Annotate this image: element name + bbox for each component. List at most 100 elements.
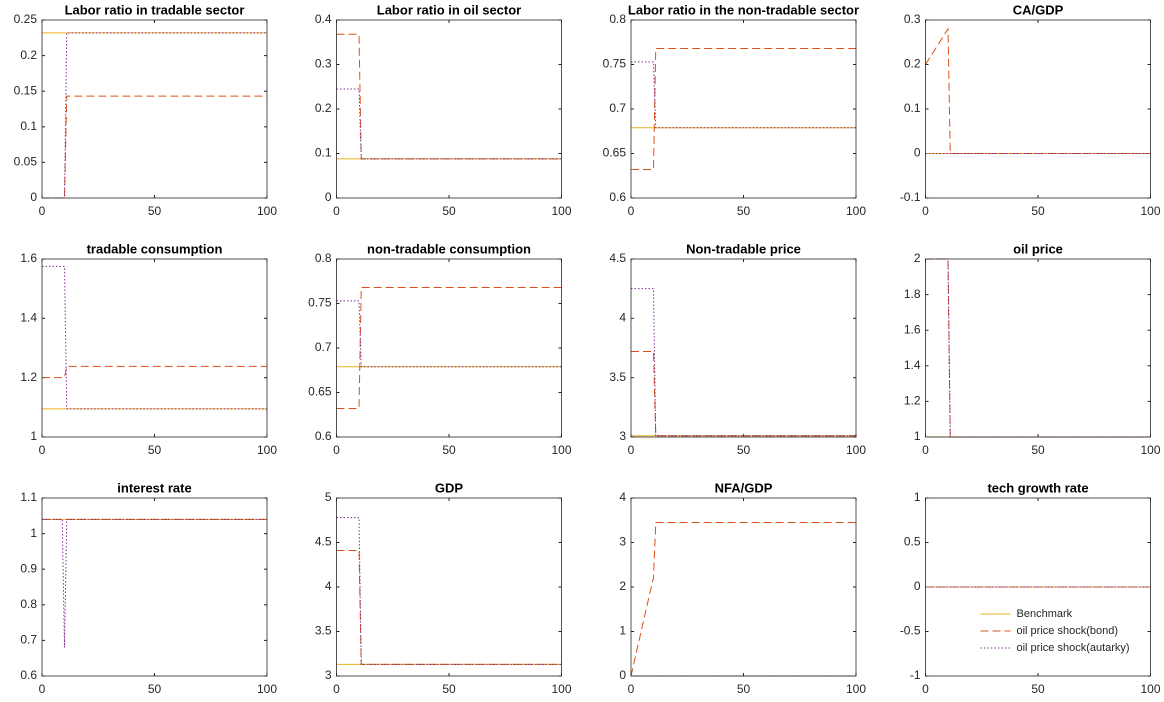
x-tick-label: 100 <box>257 443 277 457</box>
y-tick-label: 4 <box>619 311 626 325</box>
x-tick-label: 100 <box>1140 682 1160 696</box>
y-tick-label: 0.2 <box>20 48 37 62</box>
y-tick-label: 1 <box>914 429 921 443</box>
y-tick-label: 0.1 <box>904 101 921 115</box>
y-tick-label: 3 <box>619 535 626 549</box>
y-tick-label: 0.6 <box>20 668 37 682</box>
axes-box <box>336 19 562 199</box>
axes-box <box>336 258 562 438</box>
plot-area <box>631 259 856 437</box>
plot-area <box>42 498 267 676</box>
series-line <box>631 61 856 129</box>
x-tick-label: 50 <box>148 204 162 218</box>
x-tick-label: 50 <box>737 443 751 457</box>
y-tick-label: 1.4 <box>904 358 921 372</box>
y-tick-label: 0.6 <box>315 429 332 443</box>
axes-box <box>925 19 1151 199</box>
series-line <box>336 88 562 160</box>
y-tick-label: 4 <box>325 579 332 593</box>
y-tick-label: 1 <box>619 624 626 638</box>
y-tick-label: 0.5 <box>904 535 921 549</box>
chart-title: CA/GDP <box>1013 2 1064 17</box>
y-tick-label: 0.65 <box>308 385 332 399</box>
y-tick-label: 0.75 <box>603 57 627 71</box>
y-tick-label: 3 <box>325 668 332 682</box>
plot-area <box>42 259 267 437</box>
x-tick-label: 0 <box>628 443 635 457</box>
plot-area <box>631 498 856 676</box>
y-tick-label: 1 <box>914 490 921 504</box>
y-tick-label: 4.5 <box>315 535 332 549</box>
y-tick-label: 1 <box>30 429 37 443</box>
x-tick-label: 100 <box>551 682 571 696</box>
x-tick-label: 50 <box>737 682 751 696</box>
series-line <box>336 286 562 410</box>
x-tick-label: 0 <box>628 682 635 696</box>
series-line <box>631 47 856 171</box>
y-tick-label: 5 <box>325 490 332 504</box>
x-tick-label: 50 <box>442 682 456 696</box>
plot-area <box>336 498 562 676</box>
x-tick-label: 0 <box>922 204 929 218</box>
series-line <box>631 288 856 437</box>
axes-box <box>630 258 857 438</box>
y-tick-label: -0.5 <box>900 624 921 638</box>
chart-title: non-tradable consumption <box>367 241 531 256</box>
x-tick-label: 100 <box>846 204 866 218</box>
plot-area <box>336 259 562 437</box>
x-tick-label: 100 <box>846 443 866 457</box>
x-tick-label: 50 <box>1031 682 1045 696</box>
plot-area <box>925 20 1151 198</box>
y-tick-label: 0.9 <box>20 561 37 575</box>
y-tick-label: 0.1 <box>315 146 332 160</box>
x-tick-label: 50 <box>442 204 456 218</box>
chart-title: interest rate <box>117 480 191 495</box>
y-tick-label: 0.25 <box>14 12 38 26</box>
y-tick-label: 0 <box>914 146 921 160</box>
axes-box <box>41 497 268 677</box>
chart-title: tech growth rate <box>987 480 1088 495</box>
y-tick-label: 0 <box>325 190 332 204</box>
y-tick-label: 0.3 <box>315 57 332 71</box>
x-tick-label: 0 <box>333 443 340 457</box>
series-line <box>42 265 267 410</box>
y-tick-label: 2 <box>914 251 921 265</box>
x-tick-label: 100 <box>551 204 571 218</box>
y-tick-label: 0 <box>619 668 626 682</box>
series-line <box>336 550 562 665</box>
x-tick-label: 0 <box>628 204 635 218</box>
legend-label: Benchmark <box>1017 608 1073 620</box>
y-tick-label: 3.5 <box>609 370 626 384</box>
axes-box <box>41 258 268 438</box>
legend-label: oil price shock(autarky) <box>1017 642 1130 654</box>
chart-title: Labor ratio in the non-tradable sector <box>628 2 859 17</box>
y-tick-label: 0.2 <box>904 57 921 71</box>
y-tick-label: 0.1 <box>20 119 37 133</box>
series-line <box>42 365 267 379</box>
y-tick-label: 1.4 <box>20 311 37 325</box>
x-tick-label: 0 <box>39 204 46 218</box>
x-tick-label: 100 <box>257 204 277 218</box>
chart-title: Labor ratio in oil sector <box>377 2 521 17</box>
series-line <box>42 518 267 648</box>
y-tick-label: 0.3 <box>904 12 921 26</box>
y-tick-label: 0.7 <box>315 340 332 354</box>
axes-box <box>630 19 857 199</box>
chart-title: Non-tradable price <box>686 241 801 256</box>
x-tick-label: 100 <box>551 443 571 457</box>
y-tick-label: 0.65 <box>603 146 627 160</box>
plot-area <box>42 20 267 198</box>
x-tick-label: 50 <box>148 682 162 696</box>
y-tick-label: 0.8 <box>20 597 37 611</box>
plot-area <box>336 20 562 198</box>
x-tick-label: 50 <box>1031 443 1045 457</box>
y-tick-label: 1.1 <box>20 490 37 504</box>
y-tick-label: 0.75 <box>308 296 332 310</box>
x-tick-label: 100 <box>257 682 277 696</box>
y-tick-label: -1 <box>910 668 921 682</box>
y-tick-label: 3 <box>619 429 626 443</box>
chart-title: Labor ratio in tradable sector <box>65 2 245 17</box>
y-tick-label: 1.2 <box>20 370 37 384</box>
axes-box <box>336 497 562 677</box>
y-tick-label: 0.6 <box>609 190 626 204</box>
